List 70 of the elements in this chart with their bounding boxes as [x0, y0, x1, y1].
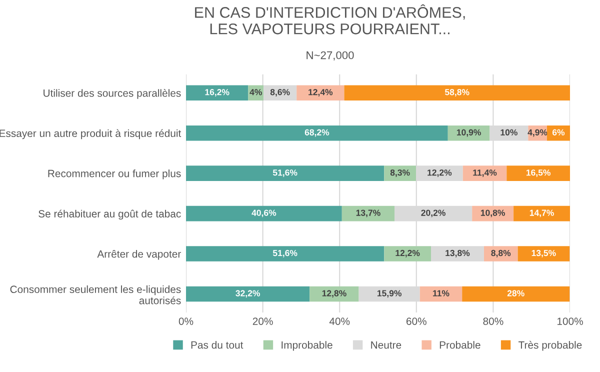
data-label: 10,8% [480, 210, 505, 218]
bar [384, 246, 431, 262]
data-label: 51,6% [272, 250, 298, 258]
chart-title: EN CAS D'INTERDICTION D'ARÔMES, LES VAPOTEURS POURRAIENT... [195, 4, 465, 34]
data-label: 8,6% [270, 89, 290, 96]
legend-label: Pas du tout [191, 341, 244, 349]
data-label: 20,2% [421, 210, 446, 218]
data-label: 32,2% [236, 290, 260, 298]
x-tick-label: 60% [406, 318, 426, 325]
bar [462, 286, 570, 302]
data-label: 8,3% [390, 169, 410, 177]
data-label: 12,2% [428, 169, 452, 177]
bar [296, 85, 344, 101]
data-label: 12,4% [308, 89, 333, 96]
data-label: 16,2% [205, 89, 230, 96]
bar [310, 286, 359, 302]
bar [462, 166, 507, 181]
legend-label: Neutre [371, 341, 402, 349]
bar [514, 206, 570, 222]
data-label: 13,7% [356, 210, 380, 218]
bar [186, 206, 342, 222]
bar [344, 85, 570, 101]
data-label: 4% [250, 89, 262, 96]
y-tick-label: Arrêter de vapoter [97, 250, 181, 260]
bar [430, 246, 484, 262]
legend-label: Très probable [518, 340, 582, 351]
y-tick-label: Utiliser des sources parallèles [44, 89, 181, 99]
y-tick-label: Consommer seulement les e-liquides autorisés [10, 285, 181, 304]
data-label: 15,9% [377, 290, 402, 298]
legend-label: Probable [440, 341, 480, 349]
bar [186, 125, 448, 141]
bar [484, 246, 518, 262]
data-label: 13,8% [446, 250, 470, 258]
y-tick-label: Recommencer ou fumer plus [48, 170, 181, 180]
data-label: 12,8% [322, 290, 346, 298]
data-label: 11% [433, 290, 450, 296]
bar [518, 246, 570, 262]
bar [384, 166, 416, 181]
x-tick-label: 40% [329, 318, 350, 325]
data-label: 28% [507, 290, 524, 296]
data-label: 12,2% [396, 250, 420, 258]
data-label: 13,5% [532, 250, 556, 258]
bar [420, 286, 462, 302]
data-label: 10,9% [456, 129, 481, 137]
data-label: 11,4% [473, 170, 497, 177]
data-label: 16,5% [526, 169, 550, 177]
data-label: 51,6% [272, 169, 298, 177]
x-tick-label: 100% [557, 318, 583, 325]
data-label: 4,9% [528, 129, 548, 137]
data-label: 68,2% [304, 129, 330, 137]
y-tick-label: Essayer un autre produit à risque réduit [0, 129, 182, 140]
data-label: 6% [552, 129, 565, 136]
data-label: 58,8% [444, 89, 470, 96]
chart-subtitle: N~27,000 [306, 51, 354, 60]
data-label: 8,8% [491, 250, 511, 258]
bar [186, 286, 310, 302]
bar [186, 85, 248, 101]
bar [506, 166, 570, 181]
x-tick-label: 20% [252, 318, 273, 325]
data-label: 14,7% [530, 210, 554, 218]
x-tick-label: 80% [483, 318, 504, 325]
bar [186, 246, 384, 262]
legend-label: Improbable [282, 341, 332, 351]
bar [264, 85, 297, 101]
data-label: 40,6% [252, 210, 276, 218]
x-tick-label: 0% [178, 318, 194, 325]
bar [186, 166, 384, 181]
data-label: 10% [500, 129, 518, 136]
y-tick-label: Se réhabituer au goût de tabac [38, 210, 181, 220]
bar [342, 206, 395, 222]
